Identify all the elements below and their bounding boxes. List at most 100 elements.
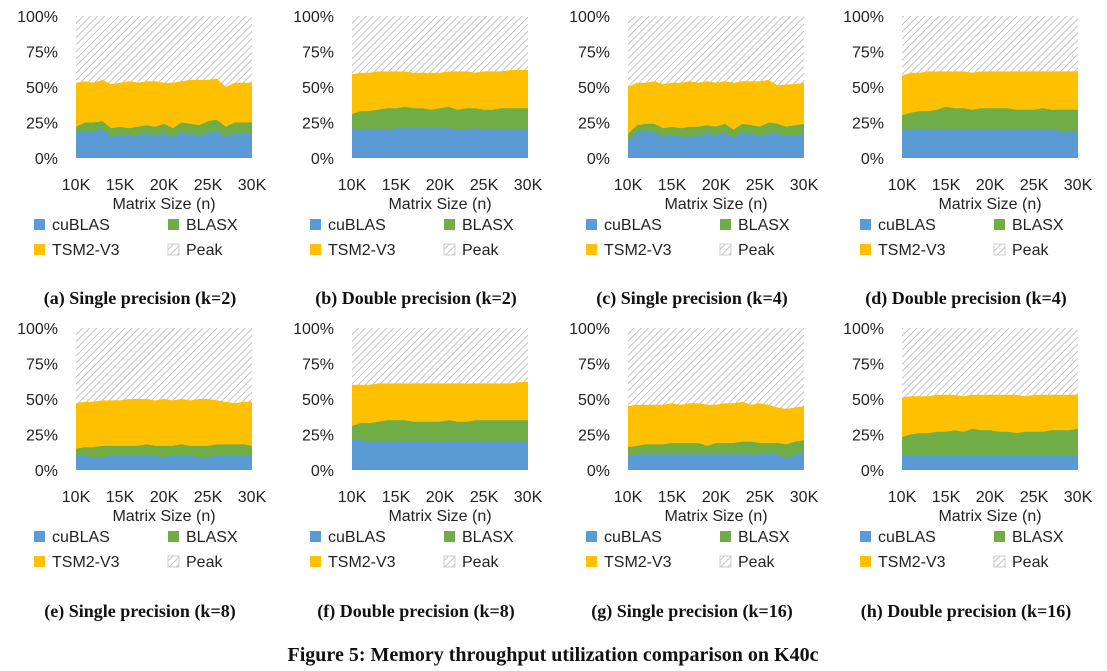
y-tick-label: 50% [578, 392, 610, 409]
x-tick-label: 10K [338, 489, 367, 506]
figure-caption: Figure 5: Memory throughput utilization … [288, 644, 819, 666]
chart-panel-g: 0% 25% 50% 75% 100% 10K 15K 20K 25K 30K Matrix Siz… [569, 321, 818, 622]
legend-swatch-tsm2-v3 [586, 556, 597, 567]
x-tick-label: 15K [382, 489, 411, 506]
y-tick-label: 25% [578, 116, 610, 133]
x-tick-label: 10K [62, 177, 91, 194]
y-tick-label: 75% [302, 357, 334, 374]
y-tick-label: 50% [852, 80, 884, 97]
legend-swatch-blasx [444, 531, 455, 542]
legend-swatch-cublas [34, 219, 45, 230]
chart-panel-f: 0% 25% 50% 75% 100% 10K 15K 20K 25K 30K Matrix Siz… [293, 321, 542, 622]
y-tick-label: 100% [17, 321, 58, 338]
legend-swatch-cublas [860, 219, 871, 230]
legend-swatch-peak [719, 243, 732, 256]
subfigure-caption: (b) Double precision (k=2) [315, 288, 516, 309]
x-tick-label: 20K [150, 489, 179, 506]
legend-label-peak: Peak [462, 242, 499, 259]
legend-swatch-blasx [168, 219, 179, 230]
y-tick-label: 100% [843, 9, 884, 26]
legend-swatch-blasx [994, 531, 1005, 542]
area-cublas [76, 455, 252, 470]
y-tick-label: 50% [26, 80, 58, 97]
legend-label-peak: Peak [1012, 242, 1049, 259]
subfigure-caption: (f) Double precision (k=8) [317, 601, 514, 622]
x-tick-label: 15K [658, 489, 687, 506]
subfigure-caption: (a) Single precision (k=2) [44, 288, 236, 309]
y-tick-label: 50% [578, 80, 610, 97]
x-axis-label: Matrix Size (n) [938, 508, 1041, 525]
y-tick-label: 0% [311, 463, 334, 480]
chart-panel-a: 0% 25% 50% 75% 100% 10K 15K 20K 25K 30K Matrix Siz… [17, 9, 266, 309]
x-tick-label: 25K [194, 489, 223, 506]
y-tick-label: 0% [35, 151, 58, 168]
x-tick-label: 20K [976, 177, 1005, 194]
legend-label-peak: Peak [186, 554, 223, 571]
x-axis-label: Matrix Size (n) [664, 196, 767, 213]
legend-label-blasx: BLASX [738, 529, 790, 546]
subfigure-caption: (c) Single precision (k=4) [596, 288, 787, 309]
y-tick-label: 50% [302, 80, 334, 97]
y-tick-label: 0% [587, 151, 610, 168]
area-cublas [902, 129, 1078, 158]
legend-swatch-blasx [168, 531, 179, 542]
subfigure-caption: (d) Double precision (k=4) [865, 288, 1066, 309]
y-tick-label: 25% [26, 116, 58, 133]
y-tick-label: 25% [26, 428, 58, 445]
y-tick-label: 100% [569, 321, 610, 338]
x-tick-label: 15K [106, 489, 135, 506]
y-tick-label: 25% [302, 428, 334, 445]
legend-swatch-cublas [310, 219, 321, 230]
x-axis-label: Matrix Size (n) [388, 196, 491, 213]
legend-label-peak: Peak [462, 554, 499, 571]
x-tick-label: 30K [514, 489, 543, 506]
x-tick-label: 20K [426, 489, 455, 506]
chart-panel-h: 0% 25% 50% 75% 100% 10K 15K 20K 25K 30K Matrix Siz… [843, 321, 1092, 622]
x-tick-label: 20K [426, 177, 455, 194]
legend-swatch-blasx [720, 531, 731, 542]
legend-label-tsm2-v3: TSM2-V3 [878, 554, 946, 571]
x-tick-label: 25K [194, 177, 223, 194]
y-tick-label: 25% [302, 116, 334, 133]
y-tick-label: 100% [843, 321, 884, 338]
legend-label-cublas: cuBLAS [604, 529, 662, 546]
legend-label-tsm2-v3: TSM2-V3 [52, 242, 120, 259]
chart-panel-b: 0% 25% 50% 75% 100% 10K 15K 20K 25K 30K Matrix Siz… [293, 9, 542, 309]
x-tick-label: 30K [514, 177, 543, 194]
x-tick-label: 30K [790, 489, 819, 506]
x-tick-label: 30K [1064, 489, 1093, 506]
chart-panel-e: 0% 25% 50% 75% 100% 10K 15K 20K 25K 30K Matrix Siz… [17, 321, 266, 622]
legend-swatch-cublas [586, 531, 597, 542]
legend-label-cublas: cuBLAS [878, 217, 936, 234]
y-tick-label: 75% [26, 45, 58, 62]
x-tick-label: 15K [106, 177, 135, 194]
legend-swatch-tsm2-v3 [34, 244, 45, 255]
x-tick-label: 10K [888, 177, 917, 194]
area-cublas [628, 453, 804, 470]
legend-swatch-blasx [994, 219, 1005, 230]
x-tick-label: 15K [932, 177, 961, 194]
area-cublas [902, 455, 1078, 470]
x-tick-label: 25K [470, 177, 499, 194]
legend-swatch-peak [167, 243, 180, 256]
y-tick-label: 0% [587, 463, 610, 480]
subfigure-caption: (g) Single precision (k=16) [591, 601, 792, 622]
legend-label-blasx: BLASX [738, 217, 790, 234]
y-tick-label: 75% [578, 45, 610, 62]
x-tick-label: 20K [150, 177, 179, 194]
subfigure-caption: (e) Single precision (k=8) [44, 601, 235, 622]
legend-label-peak: Peak [738, 554, 775, 571]
x-tick-label: 30K [1064, 177, 1093, 194]
y-tick-label: 25% [852, 116, 884, 133]
x-tick-label: 10K [614, 489, 643, 506]
legend-swatch-peak [443, 555, 456, 568]
y-tick-label: 50% [852, 392, 884, 409]
legend-label-cublas: cuBLAS [878, 529, 936, 546]
legend-label-cublas: cuBLAS [328, 217, 386, 234]
y-tick-label: 0% [35, 463, 58, 480]
x-tick-label: 10K [614, 177, 643, 194]
legend-swatch-tsm2-v3 [586, 244, 597, 255]
chart-panel-d: 0% 25% 50% 75% 100% 10K 15K 20K 25K 30K Matrix Siz… [843, 9, 1092, 309]
legend-swatch-peak [993, 555, 1006, 568]
y-tick-label: 25% [852, 428, 884, 445]
